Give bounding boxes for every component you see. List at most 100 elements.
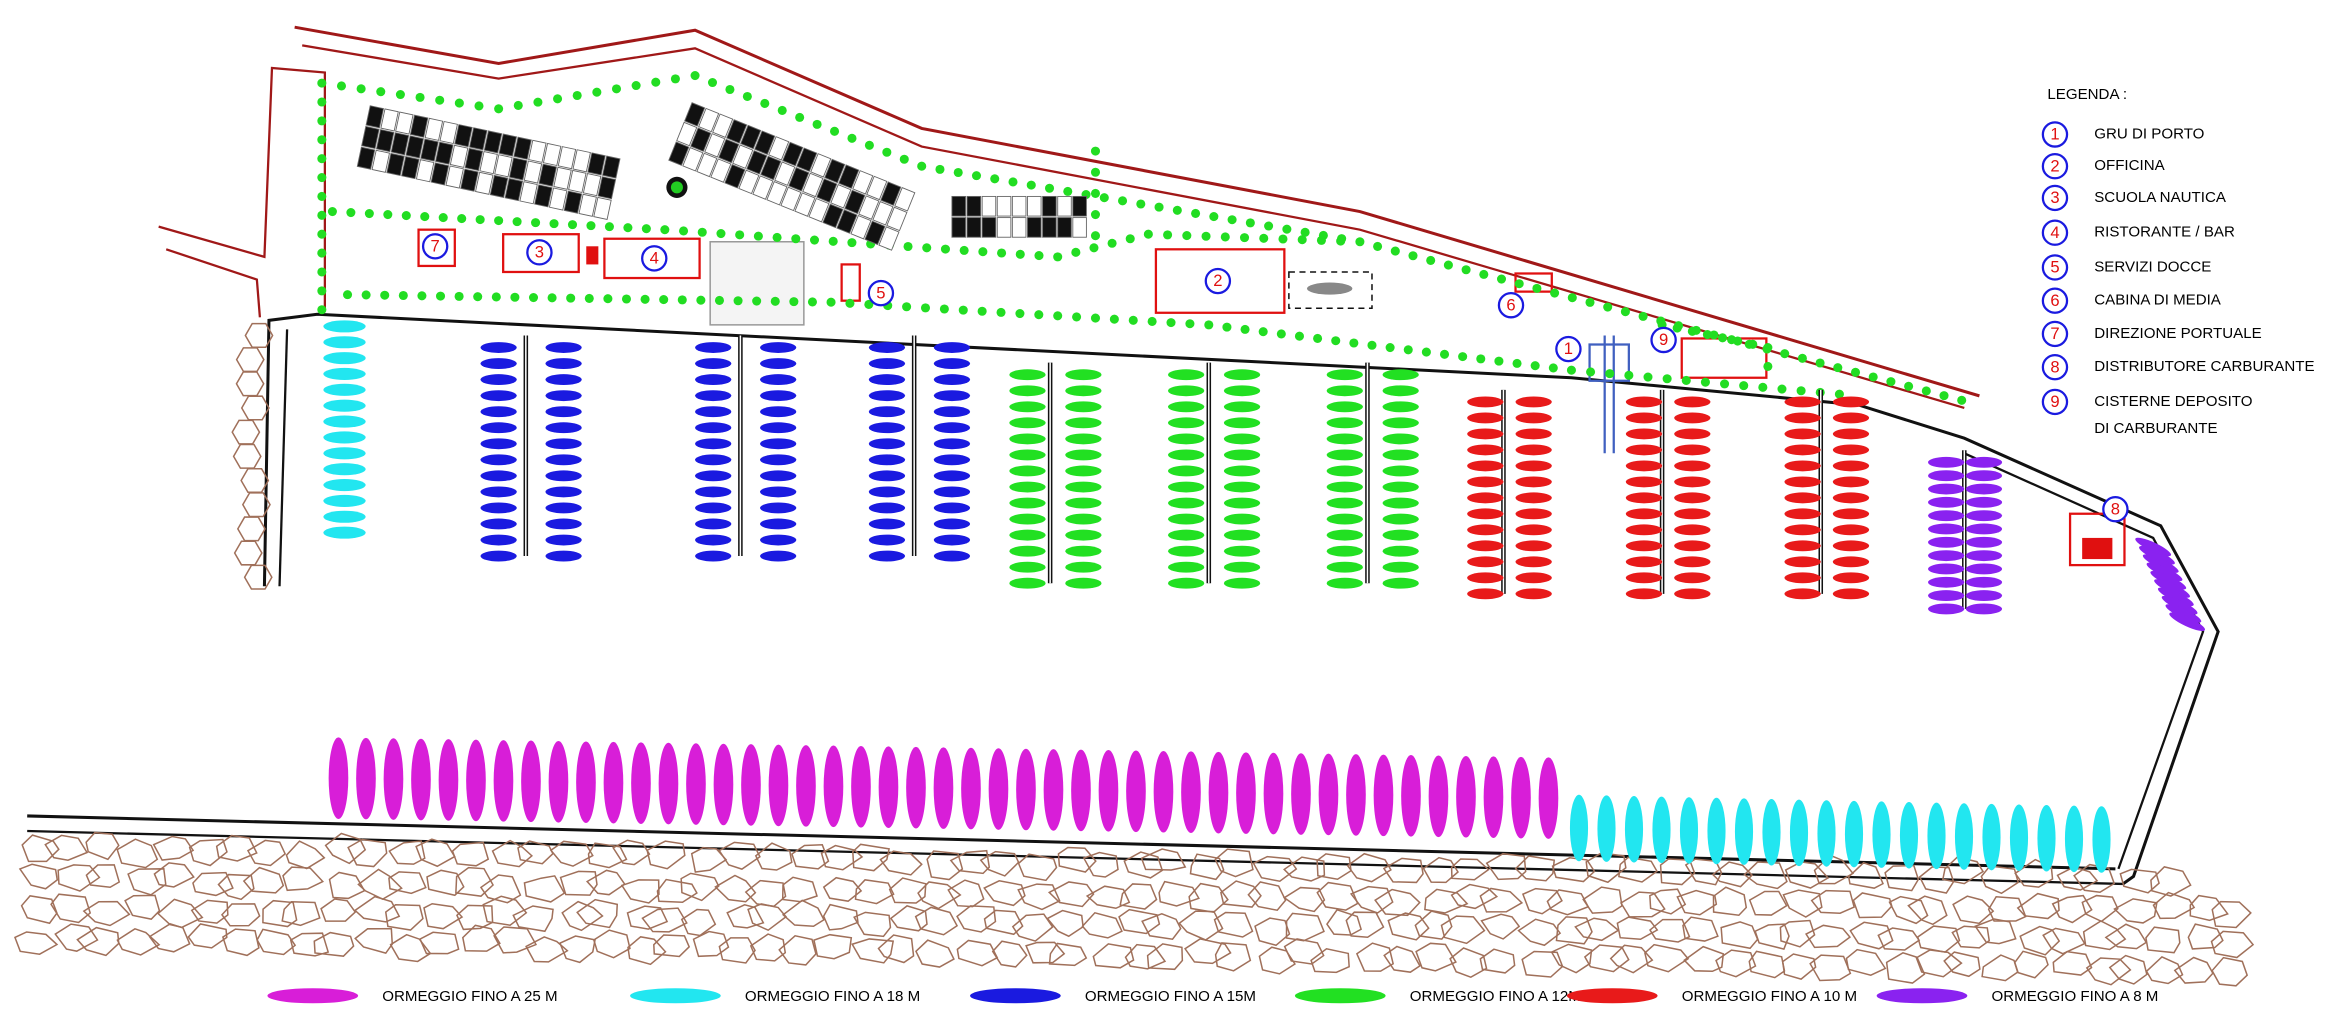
rock [1316, 853, 1352, 881]
rock [854, 879, 895, 905]
tree [1720, 379, 1730, 389]
rock [2019, 925, 2061, 956]
parking-space [768, 136, 790, 161]
boat [323, 383, 366, 396]
parking-space [864, 220, 886, 246]
tree [1662, 374, 1672, 384]
marker-number: 9 [1659, 330, 1668, 349]
boat [323, 526, 366, 539]
parking-space [698, 107, 720, 133]
boat [545, 518, 582, 530]
parking-space [746, 150, 768, 175]
parking-space [401, 156, 420, 180]
rock [1550, 943, 1593, 974]
rock [116, 927, 161, 956]
rock [1282, 886, 1326, 913]
parking-space [479, 151, 498, 175]
rock [1189, 853, 1225, 881]
boat [1965, 576, 2003, 588]
rock [1649, 918, 1691, 943]
boat [1784, 572, 1821, 584]
rock [320, 898, 357, 922]
boat [933, 342, 971, 353]
boat [760, 374, 797, 386]
boat [1927, 802, 1946, 870]
rock [2014, 858, 2054, 888]
tree [990, 174, 1000, 184]
parking-space [981, 217, 997, 238]
rock [240, 467, 270, 494]
rock [388, 840, 426, 865]
boat [695, 406, 732, 418]
parking-space [886, 206, 908, 232]
tree [1763, 361, 1773, 371]
tree [1408, 251, 1418, 261]
parking-space [996, 195, 1012, 217]
rock [82, 900, 131, 927]
rock [1574, 917, 1620, 942]
rock [1158, 880, 1200, 907]
boat [1674, 492, 1711, 504]
boat [1126, 750, 1146, 833]
boat [1009, 513, 1046, 525]
tree [317, 173, 327, 183]
rock [1649, 888, 1687, 915]
boat [1872, 801, 1891, 868]
boat [1009, 481, 1046, 493]
tree [1015, 249, 1025, 259]
parking-space [597, 176, 617, 200]
tree [474, 101, 484, 111]
boat [383, 738, 404, 820]
boat [1832, 524, 1870, 536]
tree [1939, 391, 1949, 401]
rock [1618, 856, 1658, 883]
boat [2064, 805, 2084, 873]
tree [1090, 146, 1101, 156]
rock [991, 940, 1028, 968]
boat [411, 738, 431, 821]
boat [1168, 449, 1205, 461]
boat [1065, 577, 1102, 589]
tree [1278, 234, 1288, 244]
rock [877, 934, 915, 964]
boat [1674, 412, 1711, 424]
rock [2073, 863, 2116, 894]
mooring-label: ORMEGGIO FINO A 10 M [1682, 988, 1857, 1005]
parking-space [386, 152, 405, 177]
parking-space [824, 158, 846, 184]
tree [1053, 252, 1063, 262]
boat [1382, 497, 1419, 509]
rock [1849, 921, 1894, 950]
legend-number: 3 [2050, 188, 2059, 207]
rock [1885, 952, 1926, 984]
boat [1928, 536, 1965, 548]
parking-space [838, 164, 860, 189]
boat [868, 390, 906, 402]
boat [1784, 428, 1821, 440]
building [586, 246, 599, 265]
tree [1313, 333, 1323, 343]
tree [1239, 233, 1250, 243]
tree [454, 291, 464, 301]
legend-label: DI CARBURANTE [2094, 420, 2217, 437]
parking-space [830, 184, 852, 209]
rock [1809, 954, 1852, 982]
rock [1422, 856, 1459, 884]
tree [1090, 210, 1101, 220]
rock [1754, 923, 1790, 950]
tree [603, 294, 613, 304]
tree [317, 78, 327, 88]
rock [2150, 866, 2192, 897]
boat [548, 740, 569, 823]
parking-space [796, 147, 818, 172]
rock [415, 838, 456, 868]
boat [1016, 748, 1036, 831]
boat [545, 422, 582, 434]
rock [1748, 890, 1788, 916]
boat [1071, 749, 1091, 832]
boat [1928, 563, 1965, 575]
boat [1326, 545, 1363, 557]
boat [1326, 385, 1363, 397]
rock [726, 903, 765, 929]
parking-space [966, 195, 982, 217]
